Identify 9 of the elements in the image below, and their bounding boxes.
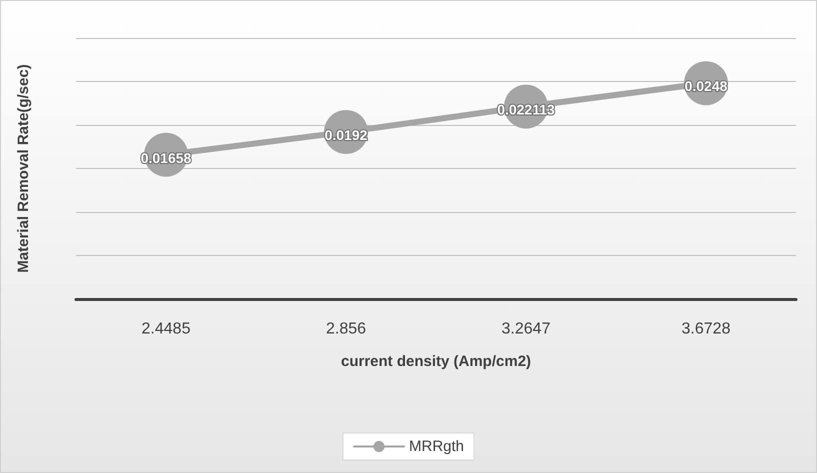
x-axis-title: current density (Amp/cm2) — [340, 353, 532, 370]
y-axis-title: Material Removal Rate(g/sec) — [15, 64, 32, 273]
data-label: 0.0248 — [684, 78, 728, 94]
legend-label: MRRgth — [408, 438, 464, 455]
x-tick-label: 3.6728 — [682, 320, 731, 338]
x-tick-label: 3.2647 — [502, 320, 551, 338]
data-label: 0.0192 — [324, 126, 368, 143]
x-tick-label: 2.4485 — [142, 320, 191, 338]
x-tick-label: 2.856 — [326, 320, 366, 338]
